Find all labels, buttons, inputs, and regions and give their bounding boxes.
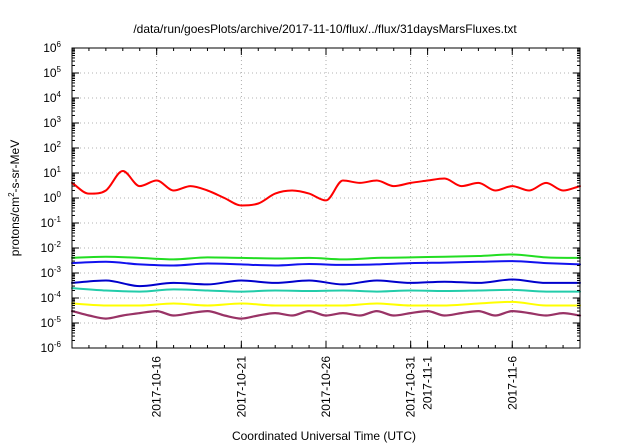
x-tick-label: 2017-11-6 (505, 356, 519, 410)
y-axis: 10-6 10-5 10-4 10-3 10-2 10-1 100 101 102 103 104 1… (41, 40, 580, 355)
y-tick-label: 10-4 (41, 290, 62, 305)
y-tick-label: 10-3 (41, 265, 62, 280)
chart-title: /data/run/goesPlots/archive/2017-11-10/f… (133, 22, 517, 36)
y-tick-label: 106 (43, 40, 61, 55)
series-line-1 (71, 170, 581, 207)
y-tick-label: 10-1 (41, 215, 62, 230)
x-tick-label: 2017-10-31 (404, 356, 418, 418)
y-tick-label: 10-5 (41, 315, 62, 330)
x-tick-label: 2017-10-26 (319, 356, 333, 418)
y-tick-label: 103 (43, 115, 61, 130)
series-line-5 (71, 287, 581, 293)
y-tick-label: 10-6 (41, 340, 62, 355)
y-axis-title: protons/cm2-s-sr-MeV (7, 140, 22, 256)
x-tick-label: 2017-10-16 (150, 356, 164, 418)
series-layer (70, 170, 582, 320)
y-tick-label: 101 (43, 165, 61, 180)
x-axis: 2017-10-16 2017-10-21 2017-10-26 2017-10-31… (88, 48, 564, 418)
y-tick-label: 102 (43, 140, 61, 155)
y-tick-label: 105 (43, 65, 61, 80)
x-axis-title: Coordinated Universal Time (UTC) (232, 429, 416, 443)
y-tick-label: 104 (43, 90, 61, 105)
x-tick-label: 2017-11-1 (421, 356, 435, 410)
series-line-4 (71, 278, 581, 288)
y-axis-title-base: protons/cm (8, 197, 22, 256)
series-line-7 (70, 310, 582, 320)
x-tick-label: 2017-10-21 (234, 356, 248, 418)
grid (72, 48, 580, 348)
y-tick-label: 100 (43, 190, 61, 205)
y-tick-label: 10-2 (41, 240, 62, 255)
series-line-6 (71, 300, 581, 307)
y-axis-title-sup: 2 (7, 192, 16, 197)
y-axis-title-rest: -s-sr-MeV (8, 140, 22, 193)
series-line-3 (71, 260, 581, 267)
series-line-2 (71, 253, 581, 261)
